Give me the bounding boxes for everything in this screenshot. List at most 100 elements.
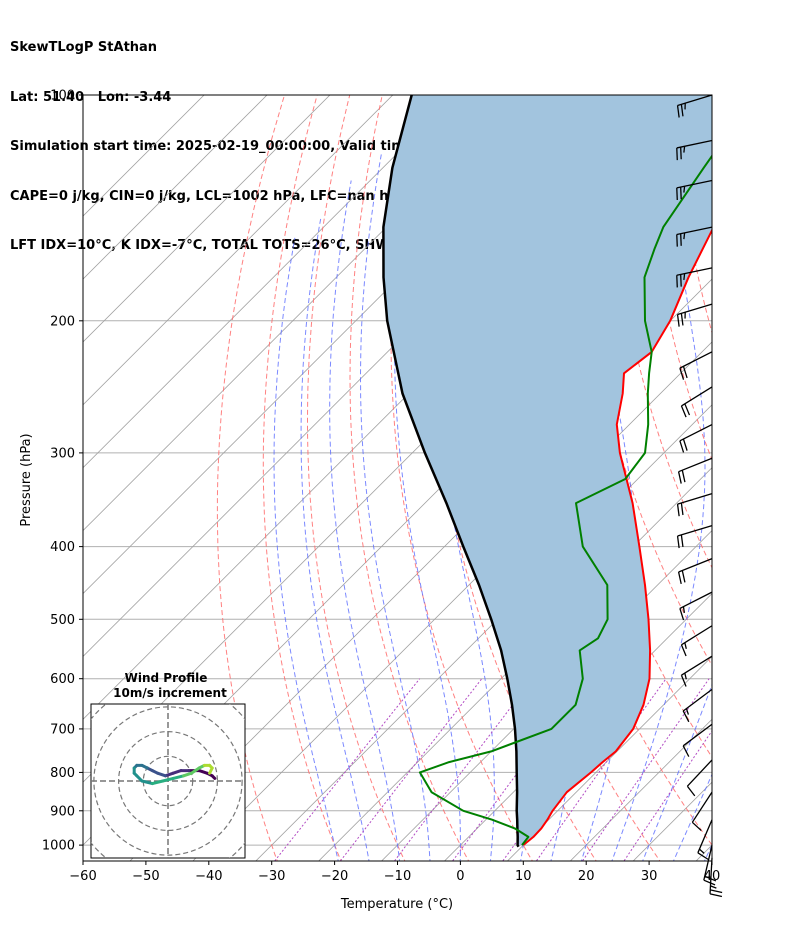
wind-barb (697, 819, 713, 860)
wind-barb (679, 351, 713, 380)
parcel-shaded-area (383, 95, 712, 846)
wind-barb (676, 179, 713, 201)
y-tick-label: 100 (50, 89, 75, 104)
wind-barb-flag (679, 440, 685, 453)
wind-barb-flag (677, 471, 682, 484)
wind-barb-flag (679, 608, 685, 621)
moist-adiabat (360, 154, 431, 861)
wind-barb-staff (678, 557, 713, 573)
y-tick-label: 900 (50, 804, 75, 819)
temperature-line (522, 228, 712, 846)
hodograph-segment (189, 766, 201, 775)
mixing-ratio-line (535, 678, 667, 861)
x-tick-label: −10 (384, 869, 411, 884)
wind-barb-flag (682, 745, 690, 757)
moist-adiabat (642, 683, 712, 861)
wind-barbs (676, 94, 723, 898)
wind-barb-staff (691, 791, 713, 823)
dry-adiabat (771, 78, 794, 864)
wind-barb-flag (710, 885, 717, 889)
isotherm (744, 61, 794, 876)
wind-barb-staff (681, 625, 713, 646)
wind-barb-flag (680, 405, 687, 418)
wind-barb-flag (682, 710, 690, 723)
isotherm (83, 95, 394, 406)
dry-adiabat (262, 95, 342, 861)
wind-barb-flag (680, 534, 684, 548)
moist-adiabat (734, 95, 794, 864)
wind-barb-flag (680, 644, 687, 657)
wind-barb-staff (676, 179, 713, 189)
y-tick-label: 400 (50, 540, 75, 555)
wind-barb (680, 386, 713, 418)
wind-barb-staff (676, 226, 713, 236)
chart-title: SkewTLogP StAthan (10, 40, 158, 55)
dry-adiabat (307, 95, 406, 861)
wind-barb (682, 688, 713, 723)
wind-barb (682, 723, 713, 757)
wind-barb-staff (677, 493, 713, 505)
x-axis-label: Temperature (°C) (340, 897, 453, 912)
wind-barb (709, 857, 723, 898)
wind-barb-flag (684, 672, 687, 680)
isotherm (83, 95, 205, 217)
dry-adiabat (390, 95, 533, 861)
wind-barb-staff (703, 844, 713, 881)
wind-barb (679, 423, 713, 453)
y-tick-label: 700 (50, 722, 75, 737)
wind-barb-flag (682, 438, 688, 451)
wind-barb (676, 493, 713, 517)
wind-barb-staff (679, 423, 713, 442)
moist-adiabat (672, 773, 712, 861)
wind-barb-flag (680, 502, 684, 516)
wind-barb-flag (683, 273, 686, 280)
wind-barb-flag (676, 187, 678, 201)
location-line: Lat: 51.40 Lon: -3.44 (10, 89, 172, 105)
wind-barb-flag (703, 879, 716, 886)
wind-barb-flag (683, 146, 686, 153)
hodograph-inset: Wind Profile 10m/s increment (90, 671, 246, 859)
wind-barb-flag (680, 187, 682, 200)
isotherm (381, 530, 712, 861)
wind-barb-flag (676, 535, 680, 549)
x-tick-label: −60 (69, 869, 96, 884)
hodograph-segment (208, 766, 214, 775)
mixing-ratio-line (339, 678, 483, 861)
wind-barb-flag (682, 366, 688, 379)
x-tick-label: 20 (578, 869, 595, 884)
isotherm (83, 95, 457, 469)
moist-adiabat (273, 237, 339, 861)
wind-barb-staff (677, 303, 713, 316)
mixing-ratio-line (623, 729, 712, 861)
wind-barb-flag (684, 403, 691, 416)
x-tick-label: 40 (704, 869, 721, 884)
moist-adiabat (329, 180, 401, 861)
wind-barb (679, 591, 713, 621)
hodograph-segment (150, 779, 165, 786)
wind-barb-flag (684, 642, 687, 649)
mixing-ratio-line (274, 678, 421, 861)
wind-barb-flag (676, 275, 678, 288)
wind-barb (686, 759, 713, 797)
wind-barb-staff (677, 524, 713, 537)
wind-barb (676, 267, 713, 288)
wind-barb-flag (682, 606, 686, 613)
y-tick-label: 600 (50, 672, 75, 687)
wind-barb-flag (691, 821, 702, 832)
wind-barb-flag (680, 274, 682, 287)
wind-barb-staff (676, 139, 713, 149)
wind-barb (676, 94, 713, 118)
wind-barb-staff (676, 267, 713, 276)
wind-barb (676, 303, 713, 327)
wind-barb-flag (710, 889, 723, 894)
moist-adiabat (393, 125, 461, 861)
wind-barb-flag (683, 186, 686, 193)
y-tick-label: 800 (50, 766, 75, 781)
wind-barb-flag (681, 570, 686, 583)
wind-barb-flag (680, 233, 682, 246)
hodograph-title: Wind Profile (125, 671, 208, 685)
dry-adiabat (349, 95, 470, 861)
x-tick-label: 10 (515, 869, 532, 884)
wind-barb-flag (681, 470, 686, 483)
